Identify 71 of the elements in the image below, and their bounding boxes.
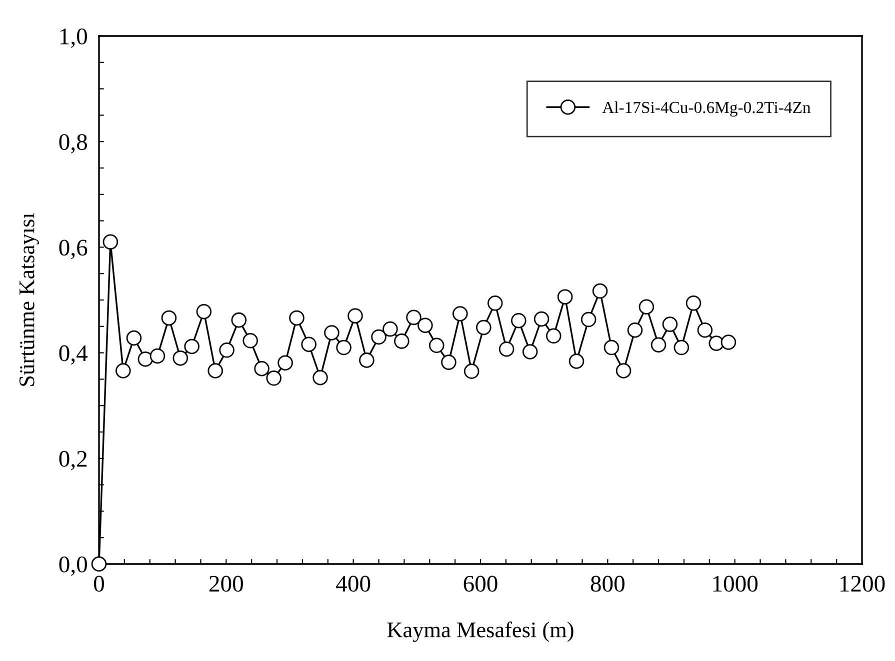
y-tick-label: 0,4 bbox=[59, 345, 88, 365]
point bbox=[580, 312, 596, 328]
point bbox=[662, 316, 678, 332]
x-tick-label: 600 bbox=[464, 576, 498, 592]
point bbox=[324, 325, 340, 340]
point bbox=[428, 338, 444, 354]
point bbox=[546, 328, 562, 344]
point bbox=[592, 283, 608, 299]
point bbox=[359, 352, 374, 368]
point bbox=[557, 289, 573, 304]
point bbox=[161, 310, 177, 326]
point bbox=[498, 341, 514, 357]
point bbox=[674, 340, 690, 356]
point bbox=[406, 310, 422, 326]
point bbox=[116, 363, 131, 378]
point bbox=[487, 296, 503, 311]
y-tick-label: 0,8 bbox=[59, 134, 87, 154]
point bbox=[511, 312, 526, 328]
point bbox=[126, 330, 142, 346]
point bbox=[697, 322, 713, 338]
point bbox=[452, 306, 468, 322]
point bbox=[91, 556, 107, 572]
point bbox=[336, 340, 352, 356]
x-tick-label: 1000 bbox=[713, 576, 758, 592]
point bbox=[418, 318, 433, 333]
point bbox=[686, 296, 702, 311]
y-tick-label: 0,0 bbox=[59, 556, 87, 576]
point bbox=[650, 337, 666, 353]
point bbox=[184, 338, 200, 354]
point bbox=[278, 355, 293, 370]
point bbox=[464, 364, 480, 379]
x-tick-label: 200 bbox=[209, 576, 243, 592]
point bbox=[102, 234, 118, 250]
point bbox=[708, 336, 724, 351]
point bbox=[196, 304, 212, 320]
y-tick-label: 0,2 bbox=[59, 450, 87, 470]
point bbox=[172, 350, 188, 366]
point bbox=[638, 299, 654, 315]
point bbox=[289, 310, 304, 326]
point bbox=[720, 334, 736, 350]
point bbox=[522, 344, 538, 360]
x-axis-title: Kayma Mesafesi (m) bbox=[387, 622, 574, 642]
point bbox=[394, 334, 410, 349]
point bbox=[219, 342, 234, 358]
y-tick-label: 0,6 bbox=[59, 240, 88, 260]
point bbox=[371, 329, 386, 345]
point bbox=[150, 348, 166, 364]
point bbox=[231, 312, 247, 328]
x-tick-label: 0 bbox=[94, 576, 104, 592]
point bbox=[382, 321, 398, 337]
point bbox=[242, 333, 258, 348]
point bbox=[534, 311, 550, 327]
legend-label: Al-17Si-4Cu-0.6Mg-0.2Ti-4Zn bbox=[602, 101, 811, 117]
point bbox=[266, 370, 282, 386]
point bbox=[312, 370, 328, 386]
y-tick-label: 1,0 bbox=[60, 28, 87, 48]
x-tick-label: 400 bbox=[336, 576, 370, 592]
point bbox=[208, 363, 223, 378]
point bbox=[254, 361, 270, 376]
point bbox=[616, 363, 632, 378]
point bbox=[301, 336, 316, 352]
x-tick-label: 800 bbox=[590, 576, 624, 592]
point bbox=[476, 320, 492, 336]
point bbox=[348, 308, 363, 324]
point bbox=[138, 351, 154, 367]
x-tick-label: 1200 bbox=[840, 576, 885, 592]
point bbox=[627, 322, 643, 338]
point bbox=[604, 340, 620, 356]
point bbox=[441, 354, 456, 370]
point bbox=[568, 354, 584, 369]
y-axis-title: Sürtünme Katsayısı bbox=[19, 213, 39, 386]
